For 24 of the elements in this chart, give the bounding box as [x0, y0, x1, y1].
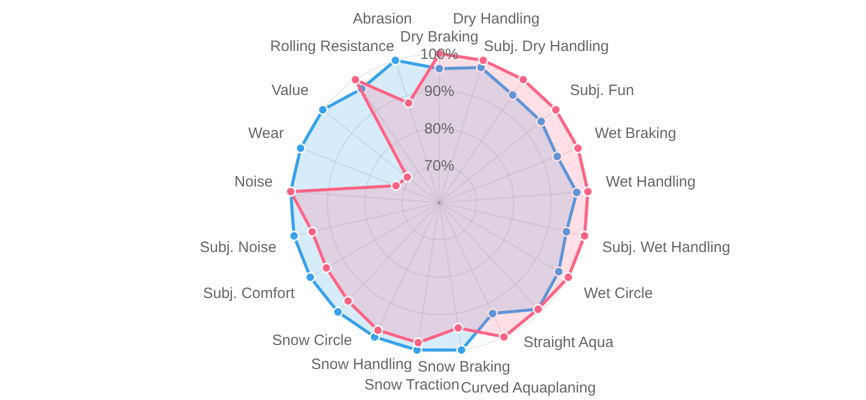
- y-tick-label: 70%: [424, 158, 454, 175]
- spoke-label: Dry Handling: [452, 10, 540, 28]
- spoke-label: Wet Circle: [584, 285, 653, 302]
- spoke-label: Abrasion: [352, 10, 412, 28]
- spoke-label: Subj. Comfort: [202, 285, 296, 302]
- spoke-label: Wet Handling: [606, 173, 696, 190]
- y-tick-label: 90%: [424, 83, 454, 100]
- spoke-label: Curved Aquaplaning: [460, 380, 596, 397]
- spoke-label: Subj. Wet Handling: [602, 238, 730, 256]
- spoke-label: Subj. Noise: [200, 238, 276, 256]
- spoke-label: Wear: [248, 124, 284, 142]
- spoke-label: Subj. Fun: [570, 82, 634, 99]
- spoke-label: Wet Braking: [594, 124, 676, 142]
- y-tick-label: 80%: [424, 120, 454, 138]
- spoke-label: Snow Traction: [364, 376, 460, 394]
- spoke-label: Value: [271, 82, 309, 99]
- spoke-label: Straight Aqua: [523, 334, 614, 352]
- spoke-label: Snow Handling: [311, 356, 412, 374]
- spoke-label: Subj. Dry Handling: [484, 38, 609, 55]
- spoke-label: Snow Braking: [418, 358, 510, 376]
- spoke-label: Rolling Resistance: [270, 38, 394, 55]
- spoke-label: Dry Braking: [400, 28, 478, 46]
- spoke-label: Snow Circle: [272, 332, 352, 349]
- spoke-label: Noise: [234, 173, 273, 190]
